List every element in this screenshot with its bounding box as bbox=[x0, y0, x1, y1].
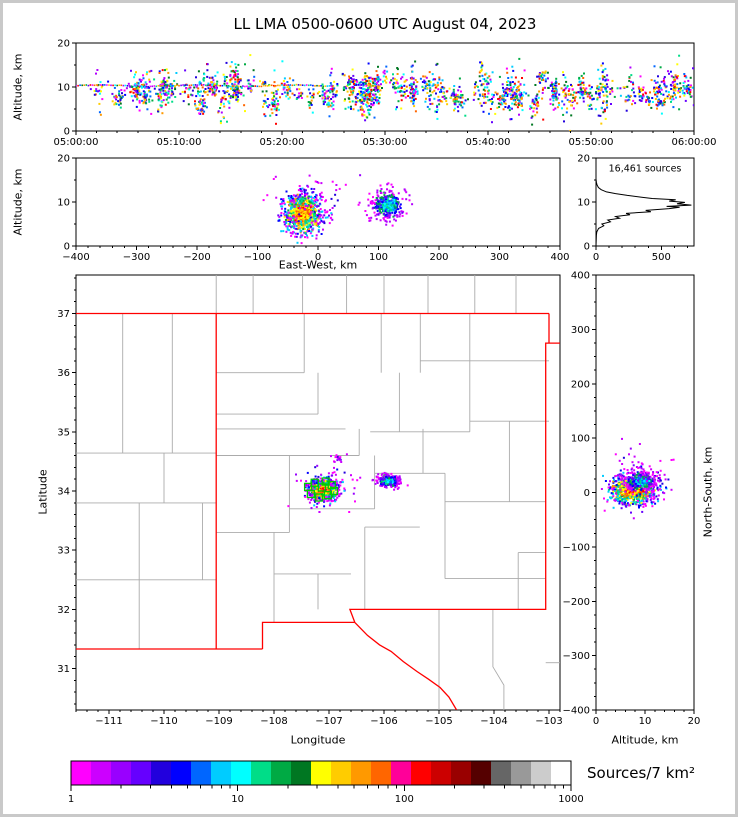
svg-text:−200: −200 bbox=[563, 597, 590, 608]
svg-text:−300: −300 bbox=[123, 252, 150, 263]
figure-title: LL LMA 0500-0600 UTC August 04, 2023 bbox=[233, 15, 537, 33]
svg-text:500: 500 bbox=[652, 252, 671, 263]
svg-text:−106: −106 bbox=[370, 716, 397, 727]
svg-text:−400: −400 bbox=[563, 706, 590, 717]
svg-text:−108: −108 bbox=[260, 716, 287, 727]
ns-panel-right-label: North-South, km bbox=[701, 446, 715, 538]
svg-text:10: 10 bbox=[639, 716, 652, 727]
chart-canvas: 05:00:00 05:10:00 05:20:00 05:30:00 05:40:00… bbox=[54, 39, 717, 806]
svg-text:0: 0 bbox=[593, 716, 599, 727]
colorbar-label: Sources/7 km² bbox=[587, 764, 696, 782]
svg-text:300: 300 bbox=[571, 325, 590, 336]
time-panel-ylabel: Altitude, km bbox=[11, 53, 25, 121]
svg-text:−105: −105 bbox=[425, 716, 452, 727]
svg-text:35: 35 bbox=[57, 427, 70, 438]
map-ylabel: Latitude bbox=[36, 469, 50, 515]
svg-text:0: 0 bbox=[593, 252, 599, 263]
svg-text:400: 400 bbox=[571, 271, 590, 282]
svg-text:−400: −400 bbox=[62, 252, 89, 263]
svg-text:−200: −200 bbox=[183, 252, 210, 263]
svg-text:32: 32 bbox=[57, 605, 70, 616]
map-xlabel: Longitude bbox=[290, 733, 346, 747]
svg-text:10: 10 bbox=[577, 198, 590, 209]
svg-text:05:30:00: 05:30:00 bbox=[363, 137, 408, 148]
svg-text:05:50:00: 05:50:00 bbox=[569, 137, 614, 148]
svg-text:0: 0 bbox=[584, 242, 590, 253]
svg-text:10: 10 bbox=[57, 198, 70, 209]
svg-text:200: 200 bbox=[571, 379, 590, 390]
svg-text:0: 0 bbox=[315, 252, 321, 263]
svg-text:20: 20 bbox=[688, 716, 701, 727]
ew-panel-ylabel: Altitude, km bbox=[11, 168, 25, 236]
svg-text:400: 400 bbox=[550, 252, 569, 263]
svg-text:06:00:00: 06:00:00 bbox=[672, 137, 717, 148]
svg-text:−300: −300 bbox=[563, 651, 590, 662]
svg-text:−107: −107 bbox=[315, 716, 342, 727]
svg-text:20: 20 bbox=[577, 154, 590, 165]
svg-text:−109: −109 bbox=[205, 716, 232, 727]
svg-text:33: 33 bbox=[57, 546, 70, 557]
ew-panel-xlabel: East-West, km bbox=[278, 258, 358, 272]
svg-text:100: 100 bbox=[369, 252, 388, 263]
svg-text:−100: −100 bbox=[563, 542, 590, 553]
svg-text:300: 300 bbox=[490, 252, 509, 263]
histogram-annotation: 16,461 sources bbox=[608, 163, 682, 175]
svg-text:20: 20 bbox=[57, 154, 70, 165]
svg-text:37: 37 bbox=[57, 309, 70, 320]
svg-text:0: 0 bbox=[64, 242, 70, 253]
svg-text:−110: −110 bbox=[150, 716, 177, 727]
svg-text:34: 34 bbox=[57, 487, 70, 498]
svg-text:0: 0 bbox=[584, 488, 590, 499]
svg-text:−104: −104 bbox=[480, 716, 507, 727]
svg-text:−100: −100 bbox=[244, 252, 271, 263]
svg-text:10: 10 bbox=[57, 83, 70, 94]
svg-text:05:40:00: 05:40:00 bbox=[466, 137, 511, 148]
svg-text:−111: −111 bbox=[95, 716, 122, 727]
svg-text:05:20:00: 05:20:00 bbox=[260, 137, 305, 148]
svg-text:36: 36 bbox=[57, 368, 70, 379]
svg-text:−103: −103 bbox=[535, 716, 562, 727]
svg-text:0: 0 bbox=[64, 127, 70, 138]
svg-text:05:00:00: 05:00:00 bbox=[54, 137, 99, 148]
svg-text:200: 200 bbox=[429, 252, 448, 263]
svg-text:05:10:00: 05:10:00 bbox=[157, 137, 202, 148]
svg-text:100: 100 bbox=[571, 434, 590, 445]
svg-text:31: 31 bbox=[57, 664, 70, 675]
ns-panel-xlabel: Altitude, km bbox=[611, 733, 679, 747]
svg-text:20: 20 bbox=[57, 39, 70, 50]
